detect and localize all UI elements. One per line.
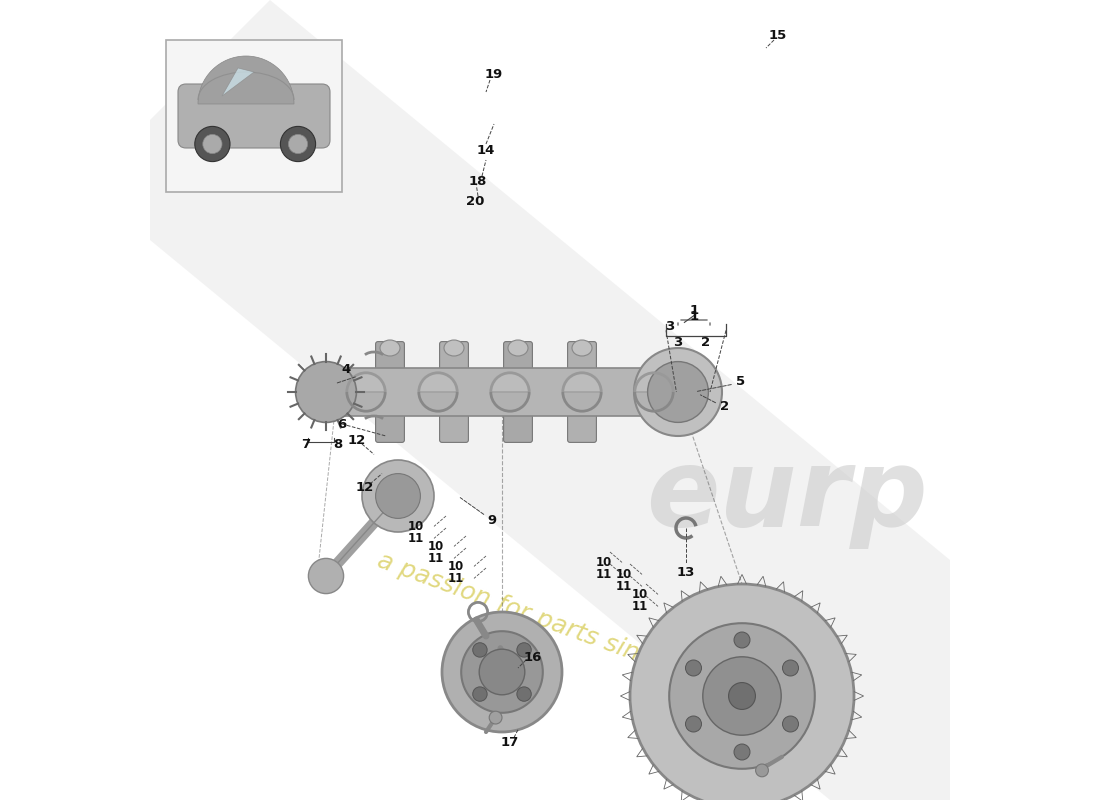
Circle shape <box>756 764 769 777</box>
Text: 16: 16 <box>524 651 541 664</box>
FancyBboxPatch shape <box>568 342 596 442</box>
Circle shape <box>734 632 750 648</box>
Circle shape <box>630 584 854 800</box>
Circle shape <box>490 711 502 724</box>
FancyBboxPatch shape <box>504 342 532 442</box>
Text: 13: 13 <box>676 566 695 578</box>
Text: 17: 17 <box>500 736 519 749</box>
Circle shape <box>473 642 487 657</box>
Text: 6: 6 <box>338 418 346 430</box>
Text: 11: 11 <box>408 532 425 545</box>
Wedge shape <box>198 56 294 104</box>
Circle shape <box>480 650 525 694</box>
Circle shape <box>517 642 531 657</box>
Text: 1: 1 <box>690 310 698 322</box>
Text: 10: 10 <box>408 520 425 533</box>
Text: 15: 15 <box>769 29 788 42</box>
Circle shape <box>461 631 542 713</box>
Text: eurp: eurp <box>646 443 927 549</box>
Text: 10: 10 <box>616 568 632 581</box>
Text: 8: 8 <box>333 438 342 450</box>
Wedge shape <box>635 392 673 411</box>
Text: 5: 5 <box>736 375 745 388</box>
Text: 11: 11 <box>448 572 464 585</box>
Wedge shape <box>491 373 529 392</box>
Circle shape <box>703 657 781 735</box>
Ellipse shape <box>379 340 400 356</box>
Text: 19: 19 <box>485 68 503 81</box>
Circle shape <box>288 134 308 154</box>
Wedge shape <box>563 392 602 411</box>
Text: 10: 10 <box>632 588 648 601</box>
Text: 14: 14 <box>476 144 495 157</box>
Circle shape <box>375 474 420 518</box>
Ellipse shape <box>444 340 464 356</box>
FancyBboxPatch shape <box>166 40 342 192</box>
Text: 10: 10 <box>428 540 444 553</box>
PathPatch shape <box>222 68 254 96</box>
Text: 10: 10 <box>596 556 613 569</box>
Ellipse shape <box>572 340 592 356</box>
Circle shape <box>442 612 562 732</box>
Circle shape <box>308 558 343 594</box>
Circle shape <box>362 460 435 532</box>
Wedge shape <box>563 373 602 392</box>
Circle shape <box>648 362 708 422</box>
FancyBboxPatch shape <box>375 342 405 442</box>
FancyBboxPatch shape <box>322 368 682 416</box>
Circle shape <box>782 660 799 676</box>
Circle shape <box>634 348 722 436</box>
Circle shape <box>782 716 799 732</box>
Text: 12: 12 <box>348 434 365 447</box>
Text: 3: 3 <box>673 336 683 349</box>
Text: 20: 20 <box>465 195 484 208</box>
Text: 7: 7 <box>301 438 310 450</box>
Ellipse shape <box>508 340 528 356</box>
Circle shape <box>195 126 230 162</box>
Circle shape <box>685 716 702 732</box>
Text: 12: 12 <box>355 481 374 494</box>
Circle shape <box>517 687 531 702</box>
Text: 11: 11 <box>428 552 444 565</box>
Circle shape <box>202 134 222 154</box>
Text: 1: 1 <box>690 304 698 317</box>
Wedge shape <box>635 373 673 392</box>
Circle shape <box>280 126 316 162</box>
Wedge shape <box>491 392 529 411</box>
Text: 4: 4 <box>341 363 351 376</box>
PathPatch shape <box>150 0 950 800</box>
Text: a passion for parts since 1985: a passion for parts since 1985 <box>374 548 737 700</box>
Text: 2: 2 <box>702 336 711 349</box>
Wedge shape <box>419 373 458 392</box>
FancyBboxPatch shape <box>440 342 469 442</box>
Circle shape <box>473 687 487 702</box>
Circle shape <box>728 682 756 710</box>
Text: 9: 9 <box>487 514 497 526</box>
Text: 11: 11 <box>632 600 648 613</box>
Text: 3: 3 <box>666 320 674 333</box>
Circle shape <box>296 362 356 422</box>
Circle shape <box>669 623 815 769</box>
Text: 18: 18 <box>469 175 487 188</box>
Text: 11: 11 <box>596 568 613 581</box>
Text: 2: 2 <box>719 400 729 413</box>
Circle shape <box>734 744 750 760</box>
Wedge shape <box>346 373 385 392</box>
Wedge shape <box>419 392 458 411</box>
FancyBboxPatch shape <box>178 84 330 148</box>
Text: 11: 11 <box>616 580 632 593</box>
Text: 10: 10 <box>448 560 464 573</box>
Wedge shape <box>346 392 385 411</box>
Circle shape <box>685 660 702 676</box>
